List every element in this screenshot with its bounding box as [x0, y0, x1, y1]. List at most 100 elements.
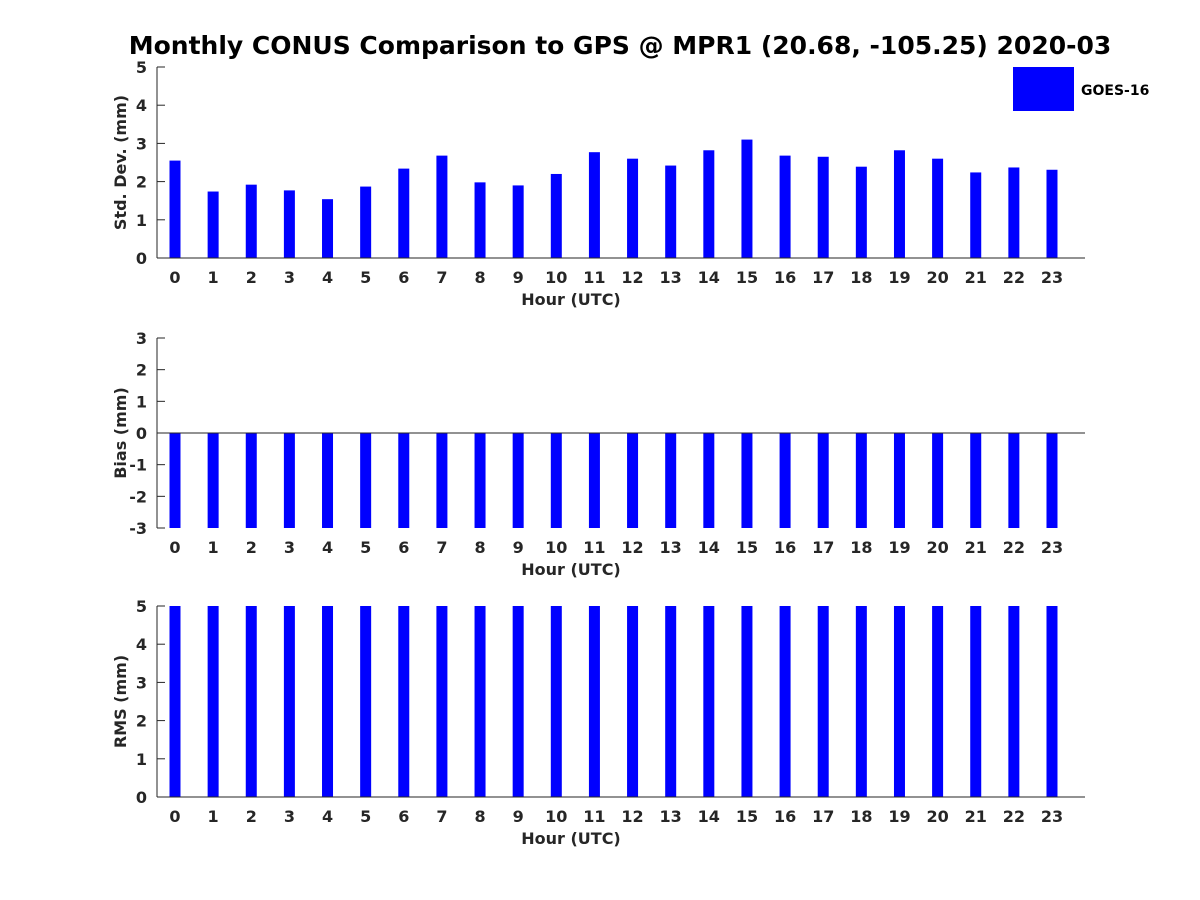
x-tick-label: 8 — [474, 807, 485, 826]
x-tick-label: 2 — [246, 807, 257, 826]
x-tick-label: 4 — [322, 807, 333, 826]
bar-hour-0 — [169, 433, 181, 528]
bar-hour-17 — [817, 606, 829, 797]
bar-hour-14 — [703, 150, 715, 258]
x-tick-label: 23 — [1041, 268, 1063, 287]
bar-hour-4 — [322, 433, 334, 528]
y-tick-label: 2 — [136, 173, 147, 192]
x-tick-label: 9 — [513, 807, 524, 826]
x-tick-label: 4 — [322, 538, 333, 557]
bar-hour-19 — [893, 150, 905, 258]
x-tick-label: 22 — [1003, 538, 1025, 557]
y-tick-label: 4 — [136, 96, 147, 115]
x-tick-label: 15 — [736, 807, 758, 826]
x-tick-label: 18 — [850, 268, 872, 287]
x-tick-label: 16 — [774, 268, 796, 287]
x-tick-label: 20 — [926, 538, 948, 557]
bar-hour-11 — [588, 433, 600, 528]
y-tick-label: 4 — [136, 635, 147, 654]
bar-hour-2 — [245, 433, 257, 528]
x-tick-label: 5 — [360, 538, 371, 557]
bar-hour-7 — [436, 433, 448, 528]
chart-title: Monthly CONUS Comparison to GPS @ MPR1 (… — [129, 31, 1112, 60]
x-tick-label: 11 — [583, 807, 605, 826]
bar-hour-15 — [741, 139, 753, 258]
x-tick-label: 6 — [398, 807, 409, 826]
bar-hour-12 — [627, 606, 639, 797]
x-tick-label: 13 — [660, 807, 682, 826]
x-tick-label: 1 — [208, 268, 219, 287]
bar-hour-3 — [283, 606, 295, 797]
bar-hour-16 — [779, 155, 791, 258]
x-tick-label: 17 — [812, 807, 834, 826]
x-tick-label: 20 — [926, 268, 948, 287]
x-tick-label: 1 — [208, 538, 219, 557]
bar-hour-8 — [474, 606, 486, 797]
y-tick-label: -1 — [129, 456, 147, 475]
y-tick-label: 3 — [136, 673, 147, 692]
x-tick-label: 16 — [774, 538, 796, 557]
bar-hour-21 — [970, 172, 982, 258]
y-tick-label: 1 — [136, 392, 147, 411]
bar-hour-10 — [550, 173, 562, 258]
bar-hour-14 — [703, 433, 715, 528]
bar-hour-16 — [779, 433, 791, 528]
x-tick-label: 3 — [284, 807, 295, 826]
y-tick-label: 5 — [136, 597, 147, 616]
x-tick-label: 6 — [398, 538, 409, 557]
x-tick-label: 2 — [246, 268, 257, 287]
x-tick-label: 10 — [545, 268, 567, 287]
bar-hour-5 — [360, 606, 372, 797]
bar-hour-6 — [398, 168, 410, 258]
x-tick-label: 3 — [284, 538, 295, 557]
x-tick-label: 20 — [926, 807, 948, 826]
bar-hour-18 — [855, 433, 867, 528]
x-tick-label: 15 — [736, 268, 758, 287]
x-axis-label: Hour (UTC) — [521, 290, 621, 309]
bar-hour-15 — [741, 433, 753, 528]
bar-hour-12 — [627, 158, 639, 258]
x-tick-label: 13 — [660, 268, 682, 287]
bar-hour-23 — [1046, 169, 1058, 258]
y-tick-label: 0 — [136, 424, 147, 443]
x-tick-label: 0 — [169, 538, 180, 557]
bar-hour-20 — [932, 606, 944, 797]
bar-hour-8 — [474, 182, 486, 258]
bar-hour-4 — [322, 606, 334, 797]
y-axis-label: RMS (mm) — [111, 655, 130, 748]
y-tick-label: 2 — [136, 712, 147, 731]
x-tick-label: 11 — [583, 268, 605, 287]
x-tick-label: 1 — [208, 807, 219, 826]
bar-hour-22 — [1008, 433, 1020, 528]
x-tick-label: 23 — [1041, 807, 1063, 826]
x-tick-label: 18 — [850, 538, 872, 557]
bar-hour-17 — [817, 433, 829, 528]
bar-hour-5 — [360, 186, 372, 258]
x-axis-label: Hour (UTC) — [521, 560, 621, 579]
bar-hour-21 — [970, 433, 982, 528]
x-axis-label: Hour (UTC) — [521, 829, 621, 848]
bar-hour-22 — [1008, 606, 1020, 797]
x-tick-label: 0 — [169, 268, 180, 287]
x-tick-label: 23 — [1041, 538, 1063, 557]
y-tick-label: 1 — [136, 211, 147, 230]
x-tick-label: 18 — [850, 807, 872, 826]
y-tick-label: 0 — [136, 249, 147, 268]
x-tick-label: 8 — [474, 538, 485, 557]
x-tick-label: 21 — [965, 268, 987, 287]
bar-hour-11 — [588, 606, 600, 797]
x-tick-label: 16 — [774, 807, 796, 826]
x-tick-label: 12 — [621, 268, 643, 287]
x-tick-label: 17 — [812, 268, 834, 287]
y-tick-label: -3 — [129, 519, 147, 538]
bar-hour-0 — [169, 606, 181, 797]
x-tick-label: 19 — [888, 807, 910, 826]
x-tick-label: 19 — [888, 268, 910, 287]
x-tick-label: 7 — [436, 268, 447, 287]
y-tick-label: 3 — [136, 329, 147, 348]
